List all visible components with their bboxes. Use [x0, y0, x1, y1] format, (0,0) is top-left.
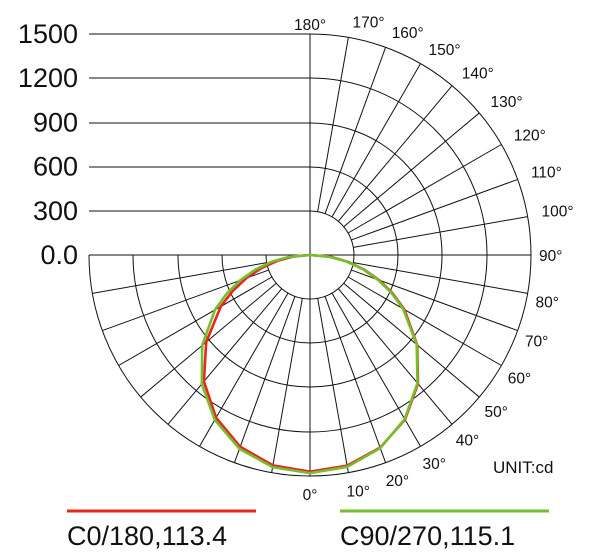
angle-tick-label: 120° — [514, 128, 546, 145]
grid-spoke-lower-r-30 — [331, 292, 421, 447]
grid-spoke-upper-160 — [324, 47, 387, 214]
grid-ring-upper-1 — [309, 166, 399, 256]
polar-grid — [88, 33, 532, 477]
grid-spoke-lower-l-80 — [92, 262, 267, 294]
grid-spoke-lower-l-10 — [271, 298, 303, 473]
grid-ring-upper-3 — [309, 77, 488, 256]
angle-tick-label: 140° — [462, 66, 494, 83]
angle-tick-label: 90° — [539, 248, 562, 265]
grid-spoke-upper-130 — [343, 112, 480, 228]
grid-spoke-lower-r-50 — [343, 282, 480, 398]
angle-tick-label: 180° — [294, 17, 326, 34]
series-line-1 — [200, 253, 419, 475]
angle-tick-label: 50° — [484, 404, 507, 421]
grid-spoke-upper-100 — [353, 216, 528, 248]
grid-ring-upper-4 — [309, 33, 532, 256]
radial-tick-label: 300 — [33, 196, 78, 226]
grid-spoke-upper-140 — [337, 85, 453, 222]
angle-tick-label: 30° — [423, 456, 446, 473]
unit-label: UNIT:cd — [493, 458, 553, 477]
legend-label-c0: C0/180,113.4 — [67, 521, 227, 551]
angle-tick-label: 60° — [508, 371, 531, 388]
angle-tick-label: 150° — [429, 42, 461, 59]
label-layer: 0.0 300 600 900 1200 1500 0° 10° 20° 30° 40° 50°60°… — [18, 15, 574, 504]
angle-tick-label: 130° — [490, 94, 522, 111]
grid-spoke-upper-110 — [351, 178, 518, 241]
angle-tick-label: 20° — [386, 473, 409, 490]
angle-tick-label: 40° — [456, 432, 479, 449]
grid-ring-upper-2 — [309, 122, 443, 256]
legend-label-c90: C90/270,115.1 — [340, 521, 515, 551]
grid-spoke-lower-l-60 — [118, 276, 273, 366]
radial-tick-label: 1200 — [18, 63, 78, 93]
angle-tick-label: 100° — [541, 204, 573, 221]
radial-tick-label: 900 — [33, 107, 78, 137]
grid-spoke-lower-r-40 — [337, 288, 453, 425]
angle-tick-label: 110° — [531, 164, 562, 181]
grid-spoke-upper-150 — [331, 63, 421, 218]
angle-tick-label: 80° — [535, 294, 558, 311]
series-layer — [200, 253, 420, 475]
grid-spoke-lower-l-20 — [233, 296, 296, 463]
grid-spoke-lower-r-80 — [353, 262, 528, 294]
grid-ring-upper-0 — [309, 210, 355, 256]
grid-spoke-upper-170 — [317, 37, 349, 212]
radial-tick-label: 0.0 — [40, 240, 78, 270]
radial-tick-label: 600 — [33, 152, 78, 182]
grid-spoke-lower-r-20 — [324, 296, 387, 463]
angle-tick-label: 70° — [525, 334, 548, 351]
grid-spoke-lower-r-10 — [317, 298, 349, 473]
angle-tick-label: 0° — [303, 487, 318, 504]
grid-spoke-upper-120 — [347, 144, 502, 234]
radial-tick-label: 1500 — [18, 19, 78, 49]
grid-spoke-lower-r-60 — [347, 276, 502, 366]
grid-spoke-lower-l-50 — [140, 282, 277, 398]
angle-tick-label: 170° — [352, 15, 384, 32]
angle-tick-label: 10° — [346, 483, 369, 500]
angle-tick-label: 160° — [392, 25, 424, 42]
grid-spoke-lower-l-40 — [167, 288, 283, 425]
